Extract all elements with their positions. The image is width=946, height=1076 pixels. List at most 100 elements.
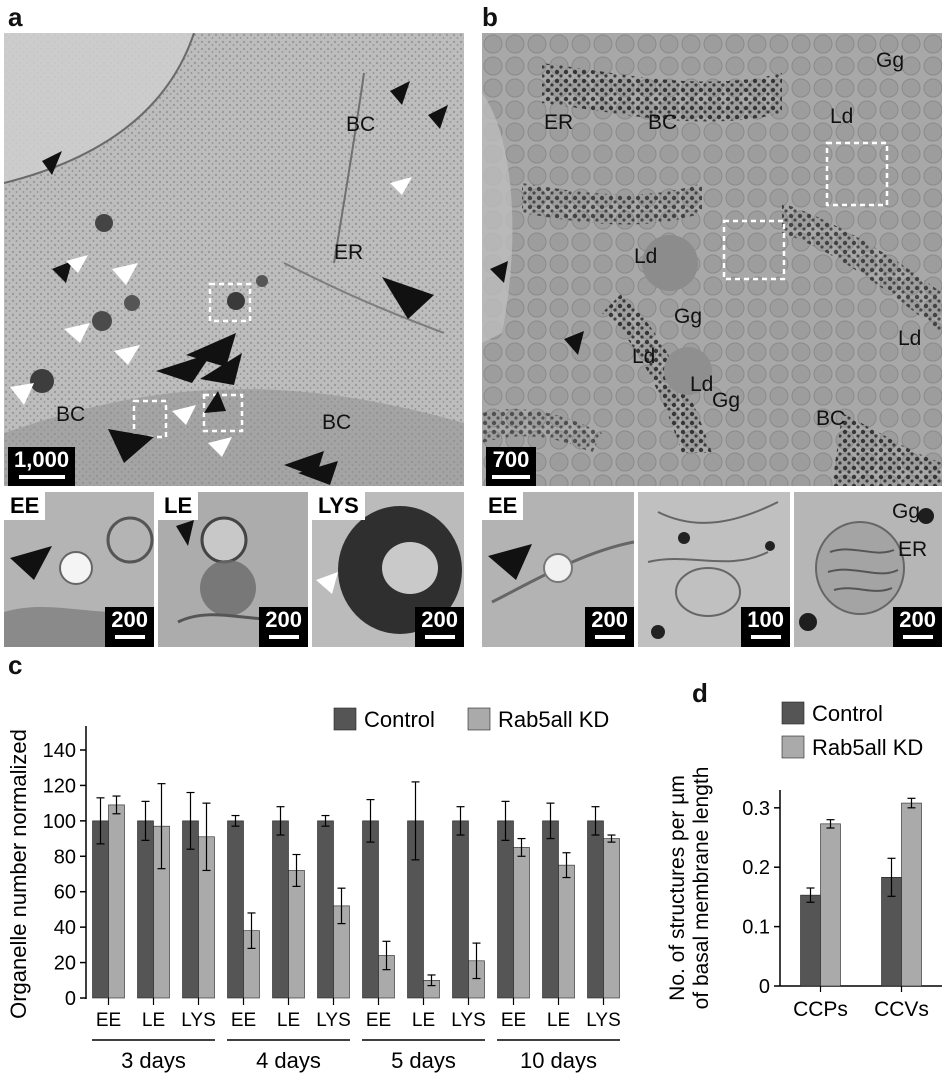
panel-b-label-er: ER bbox=[544, 111, 574, 134]
panel-b-label-ld-2: Ld bbox=[634, 245, 658, 268]
x-tick-label: EE bbox=[231, 1010, 256, 1031]
group-label: 5 days bbox=[391, 1048, 456, 1073]
panel-a-letter: a bbox=[8, 2, 23, 32]
legend-swatch bbox=[781, 735, 805, 759]
legend-swatch bbox=[333, 707, 357, 731]
panel-d-letter: d bbox=[692, 678, 708, 708]
legend-label: Rab5all KD bbox=[812, 735, 923, 760]
bar bbox=[227, 820, 244, 999]
panel-a-inset-ee-tag: EE bbox=[4, 492, 46, 520]
panel-b-inset-ee-scale-label: 200 bbox=[591, 607, 628, 632]
bar bbox=[288, 870, 305, 999]
panel-b-inset-3-label-gg: Gg bbox=[892, 500, 921, 523]
x-tick-label: CCPs bbox=[793, 998, 848, 1021]
bar bbox=[558, 864, 575, 999]
group-label: 4 days bbox=[256, 1048, 321, 1073]
panel-a-inset-lys-scale-label: 200 bbox=[421, 607, 458, 632]
panel-a-label-er: ER bbox=[334, 241, 364, 264]
panel-b-inset-3: Gg ER 200 bbox=[794, 492, 942, 647]
x-tick-label: LYS bbox=[586, 1010, 621, 1031]
bar bbox=[497, 820, 514, 999]
panel-a-scale-label: 1,000 bbox=[14, 447, 70, 472]
panel-b-label-gg-1: Gg bbox=[876, 49, 905, 72]
y-tick-label: 40 bbox=[54, 917, 76, 939]
y-tick-label: 0.3 bbox=[742, 798, 770, 820]
panel-a-label-bc-1: BC bbox=[346, 113, 376, 136]
x-tick-label: EE bbox=[501, 1010, 526, 1031]
panel-b-inset-ee: EE 200 bbox=[482, 492, 634, 647]
x-tick-label: LE bbox=[142, 1010, 165, 1031]
panel-b-inset-3-label-er: ER bbox=[898, 538, 928, 561]
panel-b-label-ld-5: Ld bbox=[690, 373, 714, 396]
panel-a-label-bc-3: BC bbox=[322, 411, 352, 434]
x-tick-label: LE bbox=[412, 1010, 435, 1031]
panel-b-scale-label: 700 bbox=[492, 447, 530, 472]
legend-label: Rab5all KD bbox=[498, 707, 609, 732]
panel-b-inset-2: 100 bbox=[638, 492, 790, 647]
y-tick-label: 100 bbox=[43, 811, 76, 833]
panel-a-inset-lys: LYS 200 bbox=[312, 492, 464, 647]
panel-a-inset-le-scale: 200 bbox=[259, 607, 308, 647]
panel-a-inset-ee: EE 200 bbox=[4, 492, 154, 647]
bar bbox=[92, 820, 109, 999]
group-label: 10 days bbox=[520, 1048, 597, 1073]
y-axis-label: Organelle number normalized bbox=[6, 729, 31, 1019]
panel-b-scale-bar: 700 bbox=[486, 447, 536, 486]
panel-a-inset-lys-scale: 200 bbox=[415, 607, 464, 647]
panel-b-texture bbox=[482, 33, 942, 486]
chart-c: 0 20 40 60 80 100 120 140 Organelle number norma… bbox=[6, 707, 621, 1073]
panel-b-label-ld-3: Ld bbox=[898, 327, 922, 350]
x-tick-label: LYS bbox=[451, 1010, 486, 1031]
panel-b-label-bc-1: BC bbox=[648, 111, 678, 134]
legend-label: Control bbox=[364, 707, 435, 732]
bar bbox=[542, 820, 559, 999]
bar bbox=[513, 847, 530, 999]
panel-b-inset-2-scale-label: 100 bbox=[747, 607, 784, 632]
panel-a-inset-lys-tag: LYS bbox=[312, 492, 365, 520]
panel-a-inset-le-tag: LE bbox=[158, 492, 199, 520]
panel-c-letter: c bbox=[8, 650, 23, 680]
y-tick-label: 0 bbox=[65, 988, 76, 1010]
x-tick-label: LYS bbox=[316, 1010, 351, 1031]
chart-d: 0 0.1 0.2 0.3 No. of structures per µm of bas… bbox=[666, 701, 942, 1021]
bar bbox=[108, 804, 125, 999]
y-tick-label: 80 bbox=[54, 846, 76, 868]
panel-b-label-ld-4: Ld bbox=[632, 345, 656, 368]
x-tick-label: LE bbox=[547, 1010, 570, 1031]
y-tick-label: 140 bbox=[43, 740, 76, 762]
panel-a-label-bc-2: BC bbox=[56, 403, 86, 426]
panel-a-inset-le: LE 200 bbox=[158, 492, 308, 647]
panel-b-inset-3-scale: 200 bbox=[893, 607, 942, 647]
legend-swatch bbox=[467, 707, 491, 731]
panel-a-micrograph: BC ER BC BC 1,000 bbox=[4, 33, 464, 486]
panel-b-inset-2-scale: 100 bbox=[741, 607, 790, 647]
bar bbox=[603, 838, 620, 999]
panel-b-label-bc-2: BC bbox=[816, 407, 846, 430]
panel-b-label-ld-1: Ld bbox=[830, 105, 854, 128]
x-tick-label: LYS bbox=[181, 1010, 216, 1031]
bar bbox=[800, 894, 821, 987]
panel-a-inset-le-scale-label: 200 bbox=[265, 607, 302, 632]
y-axis-label: No. of structures per µm bbox=[666, 775, 689, 1001]
y-tick-label: 0.2 bbox=[742, 857, 770, 879]
legend-label: Control bbox=[812, 701, 883, 726]
bar bbox=[362, 820, 379, 999]
panel-b-inset-3-scale-label: 200 bbox=[899, 607, 936, 632]
group-label: 3 days bbox=[121, 1048, 186, 1073]
panel-a-texture bbox=[4, 33, 464, 486]
panel-b-inset-ee-scale: 200 bbox=[585, 607, 634, 647]
bar bbox=[820, 823, 841, 987]
bar bbox=[317, 820, 334, 999]
bar bbox=[901, 802, 922, 987]
panel-a-scale-bar: 1,000 bbox=[8, 447, 76, 486]
bar bbox=[137, 820, 154, 999]
y-tick-label: 120 bbox=[43, 775, 76, 797]
y-tick-label: 60 bbox=[54, 882, 76, 904]
x-tick-label: LE bbox=[277, 1010, 300, 1031]
panel-b-inset-ee-tag: EE bbox=[482, 492, 524, 520]
y-axis-label: of basal membrane length bbox=[690, 767, 713, 1010]
x-tick-label: CCVs bbox=[874, 998, 929, 1021]
panel-b-micrograph: Gg ER BC Ld Ld Gg Ld Ld Ld Gg BC 700 bbox=[482, 33, 942, 486]
panel-b-letter: b bbox=[482, 2, 498, 32]
panel-b-label-gg-2: Gg bbox=[674, 305, 703, 328]
